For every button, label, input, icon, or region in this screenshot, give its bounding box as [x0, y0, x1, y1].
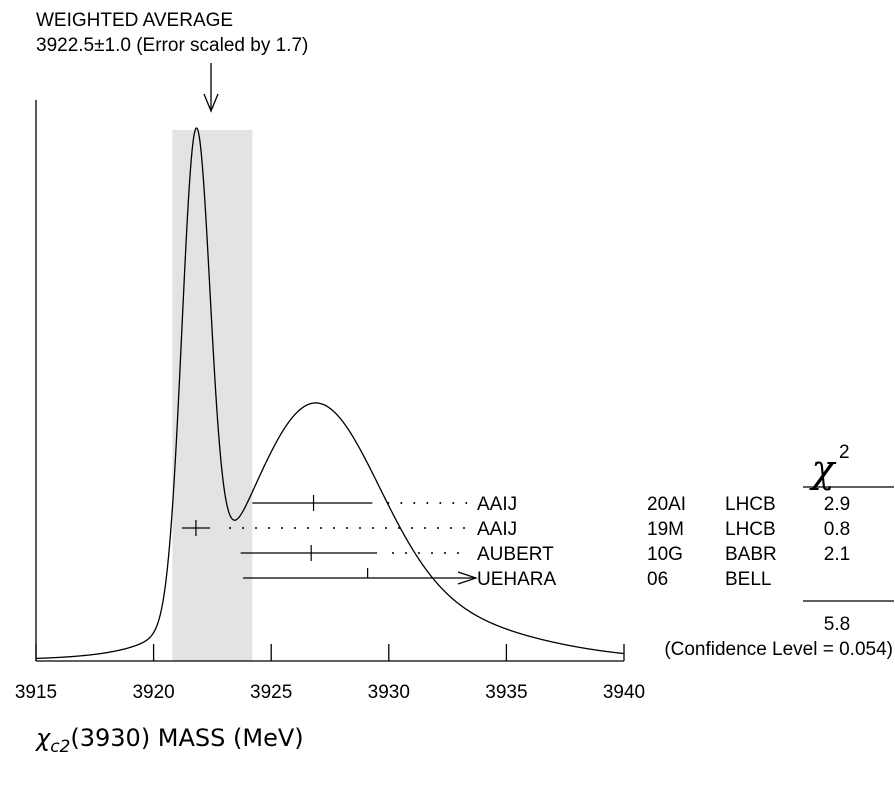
x-tick-label-3920: 3920: [132, 682, 174, 703]
measurement-ref-3: 06: [647, 569, 668, 590]
ideogram-curve: [35, 127, 625, 660]
chi2-header-superscript: 2: [839, 442, 850, 463]
measurement-leader-dot-2: [418, 552, 420, 554]
measurement-leader-dot-1: [268, 527, 270, 529]
confidence-level: (Confidence Level = 0.054): [664, 639, 893, 660]
measurement-leader-dot-0: [400, 502, 403, 504]
measurement-chi2-1: 0.8: [824, 519, 850, 540]
measurement-leader-dot-2: [392, 552, 394, 554]
chi2-header-symbol: χ: [808, 447, 836, 491]
header-title: WEIGHTED AVERAGE: [36, 10, 233, 31]
x-tick-label-3915: 3915: [15, 682, 57, 703]
x-axis-label-symbol: χ: [34, 724, 51, 752]
measurement-author-0: AAIJ: [477, 494, 517, 515]
measurement-leader-dot-2: [405, 552, 407, 554]
x-tick-label-3925: 3925: [250, 682, 292, 703]
measurement-leader-dot-1: [437, 527, 439, 529]
measurement-leader-dot-1: [346, 527, 348, 529]
measurement-author-1: AAIJ: [477, 519, 517, 540]
header-average: 3922.5±1.0 (Error scaled by 1.7): [36, 35, 308, 56]
x-axis-label: χc2(3930) MASS (MeV): [34, 724, 304, 757]
measurement-leader-dot-1: [463, 527, 465, 529]
x-tick-label-3935: 3935: [485, 682, 527, 703]
measurement-ref-0: 20AI: [647, 494, 686, 515]
x-tick-label-3940: 3940: [603, 682, 645, 703]
measurement-leader-dot-1: [281, 527, 283, 529]
measurement-experiment-3: BELL: [725, 569, 771, 590]
measurement-leader-dot-0: [439, 502, 442, 504]
measurement-experiment-0: LHCB: [725, 494, 776, 515]
measurement-leader-dot-0: [465, 502, 468, 504]
measurement-leader-dot-1: [255, 527, 257, 529]
measurement-leader-dot-1: [411, 527, 413, 529]
measurement-ref-2: 10G: [647, 544, 683, 565]
measurement-leader-dot-1: [229, 527, 231, 529]
measurement-leader-dot-1: [333, 527, 335, 529]
measurement-leader-dot-1: [372, 527, 374, 529]
x-axis-label-subscript: c2: [50, 737, 70, 757]
measurement-author-2: AUBERT: [477, 544, 554, 565]
measurement-leader-dot-1: [294, 527, 296, 529]
measurement-leader-dot-0: [387, 502, 390, 504]
measurement-leader-dot-2: [457, 552, 459, 554]
measurement-leader-dot-2: [444, 552, 446, 554]
measurement-leader-dot-1: [385, 527, 387, 529]
x-tick-label-3930: 3930: [368, 682, 410, 703]
measurement-experiment-2: BABR: [725, 544, 777, 565]
measurement-leader-dot-2: [431, 552, 433, 554]
measurement-leader-dot-1: [450, 527, 452, 529]
x-axis-label-text: (3930) MASS (MeV): [70, 724, 303, 752]
measurement-chi2-2: 2.1: [824, 544, 850, 565]
measurement-chi2-0: 2.9: [824, 494, 850, 515]
measurement-arrow-head-3: [457, 571, 478, 585]
average-arrow-head: [203, 93, 219, 113]
measurement-leader-dot-0: [413, 502, 416, 504]
measurement-leader-dot-1: [424, 527, 426, 529]
measurement-author-3: UEHARA: [477, 569, 557, 590]
measurement-experiment-1: LHCB: [725, 519, 776, 540]
measurement-leader-dot-0: [426, 502, 429, 504]
measurement-leader-dot-1: [359, 527, 361, 529]
measurement-leader-dot-1: [307, 527, 309, 529]
measurement-leader-dot-1: [398, 527, 400, 529]
weighted-average-band: [172, 130, 253, 661]
measurement-leader-dot-1: [242, 527, 244, 529]
measurement-leader-dot-1: [320, 527, 322, 529]
chi2-total: 5.8: [824, 614, 850, 635]
measurement-ref-1: 19M: [647, 519, 684, 540]
measurement-leader-dot-0: [452, 502, 455, 504]
